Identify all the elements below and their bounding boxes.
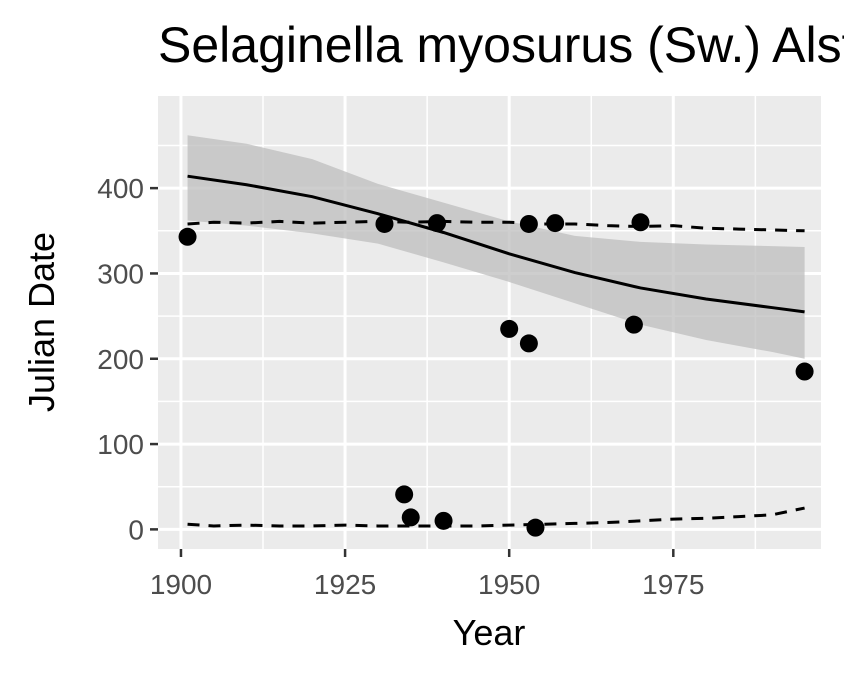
data-point — [631, 213, 650, 232]
x-tick-label: 1975 — [642, 569, 704, 600]
data-point — [519, 214, 538, 233]
data-point — [434, 511, 453, 530]
data-point — [526, 518, 545, 537]
data-point — [519, 334, 538, 353]
y-tick-label: 100 — [97, 429, 144, 460]
data-point — [546, 214, 565, 233]
x-tick-label: 1950 — [478, 569, 540, 600]
upper-dashed-line — [187, 219, 805, 233]
data-point — [795, 362, 814, 381]
trend-line — [187, 174, 805, 314]
x-tick-label: 1925 — [314, 569, 376, 600]
confidence-band — [187, 135, 805, 359]
y-axis-title: Julian Date — [21, 232, 62, 412]
data-point — [624, 315, 643, 334]
y-axis: 0 100 200 300 400 — [97, 173, 158, 545]
chart-title: Selaginella myosurus (Sw.) Alston — [158, 17, 844, 73]
y-tick-label: 400 — [97, 173, 144, 204]
x-axis-title: Year — [453, 612, 526, 653]
data-point — [427, 214, 446, 233]
data-point — [178, 227, 197, 246]
y-tick-label: 0 — [128, 514, 144, 545]
data-point — [395, 485, 414, 504]
x-axis: 1900 1925 1950 1975 — [150, 549, 704, 600]
data-point — [375, 214, 394, 233]
data-points — [178, 213, 814, 537]
y-tick-label: 300 — [97, 258, 144, 289]
data-point — [500, 319, 519, 338]
y-tick-label: 200 — [97, 344, 144, 375]
x-tick-label: 1900 — [150, 569, 212, 600]
data-point — [401, 508, 420, 527]
lower-dashed-line — [187, 506, 805, 528]
